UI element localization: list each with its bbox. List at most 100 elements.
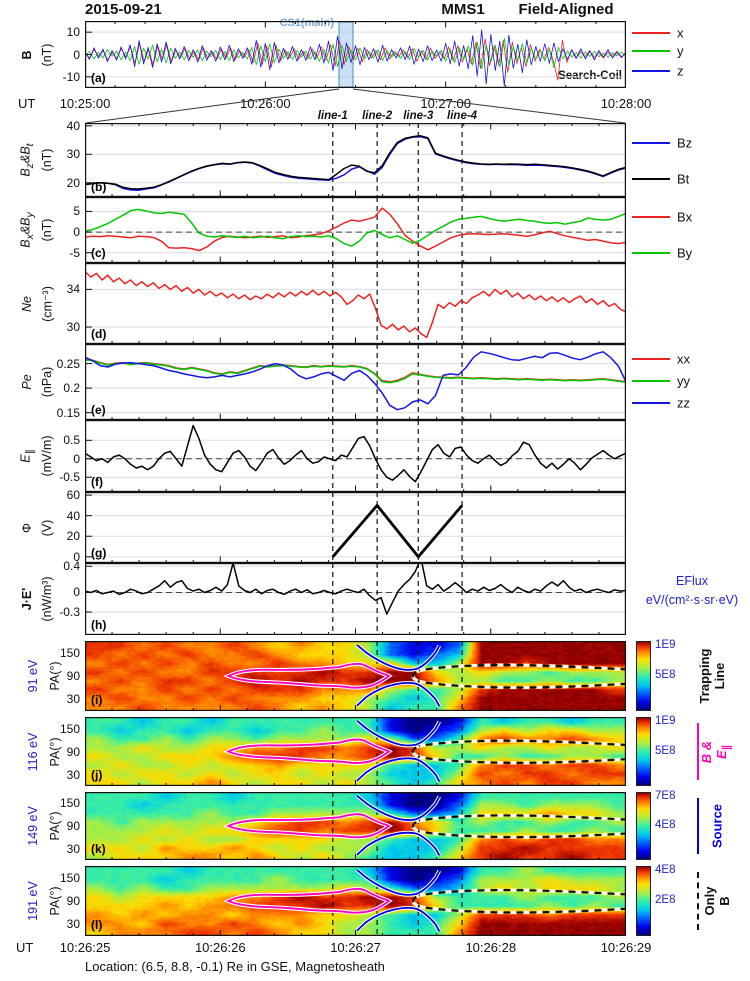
legend-label-a-z: z (677, 63, 684, 79)
panel-letter: (j) (91, 768, 102, 782)
panel-g: (g) (85, 492, 626, 563)
b-epar-contour (226, 887, 391, 914)
cs1-annotation: CS1(main) (279, 17, 334, 29)
series-Epar (85, 424, 626, 483)
b-epar-contour (226, 662, 391, 689)
energy-label-l: 191 eV (26, 881, 40, 921)
panel-border (85, 123, 626, 197)
trapping-line-highlight (418, 663, 626, 673)
panel-letter: (f) (91, 475, 103, 489)
plot-b: (b) (85, 123, 626, 197)
search-coil-annotation: Search-Coil (558, 70, 622, 82)
panel-border (85, 420, 626, 492)
legend-line-c-Bx (632, 216, 670, 218)
panel-letter: (b) (91, 180, 106, 194)
legend-label-e-zz: zz (677, 395, 690, 411)
trapping-line-highlight (418, 755, 626, 765)
trapping-line (418, 814, 626, 822)
legend-label-a-x: x (677, 25, 684, 41)
y-tick-label-f: -0.5 (59, 470, 80, 485)
panel-letter: (g) (91, 546, 106, 560)
side-annotation-j: B & E∥ (699, 740, 733, 763)
pa-axis-label-k: PA(°) (48, 811, 62, 841)
y-tick-label-j: 30 (66, 767, 80, 782)
y-tick-label-b: 20 (66, 175, 80, 190)
legend-line-c-By (632, 252, 670, 254)
series-By (85, 208, 626, 247)
event-line-label-3: line-3 (403, 110, 434, 122)
b-epar-contour (226, 813, 391, 839)
y-tick-label-d: 34 (66, 282, 80, 297)
y-tick-label-e: 0.15 (56, 405, 80, 420)
y-tick-label-g: 40 (66, 508, 80, 523)
event-line-label-2: line-2 (362, 110, 393, 122)
panel-letter: (a) (91, 71, 106, 85)
plot-g: (g) (85, 492, 626, 563)
bottom-axis-prefix: UT (16, 940, 34, 955)
y-tick-label-e: 0.2 (63, 381, 80, 396)
colorbar-tick-j: 5E8 (655, 744, 676, 757)
colorbar-i (636, 641, 651, 711)
legend-label-b-Bt: Bt (677, 171, 690, 187)
y-tick-label-b: 30 (66, 147, 80, 162)
series-xx (85, 358, 626, 383)
series-Bx (85, 207, 626, 252)
y-var-label-b: Bz&Bt (18, 143, 36, 177)
source-line (356, 644, 441, 671)
panel-b: (b) (85, 123, 626, 197)
side-annotation-l: Only B (702, 886, 732, 916)
y-tick-label-c: 5 (73, 204, 80, 219)
panel-letter: (e) (91, 403, 106, 417)
energy-label-k: 149 eV (26, 806, 40, 846)
source-line (356, 795, 441, 821)
y-unit-label-g: (V) (40, 519, 54, 536)
legend-line-b-Bt (632, 178, 670, 180)
y-unit-label-e: (nPa) (40, 366, 54, 398)
y-tick-label-j: 90 (66, 744, 80, 759)
panel-border (85, 717, 626, 786)
top-time-tick: 10:27:00 (420, 96, 471, 111)
series-z (85, 29, 626, 87)
colorbar-tick-i: 5E8 (655, 669, 676, 681)
panel-f: (f) (85, 420, 626, 492)
panel-letter: (l) (91, 918, 102, 932)
bottom-time-tick: 10:26:29 (600, 940, 652, 955)
y-tick-label-b: 40 (66, 118, 80, 133)
panel-e: (e) (85, 344, 626, 420)
panel-letter: (i) (91, 693, 102, 707)
spectrogram-overlay: (k) (85, 792, 626, 860)
y-tick-label-j: 150 (59, 721, 80, 736)
source-line (356, 907, 441, 932)
legend-line-b-Bz (632, 142, 670, 144)
y-unit-label-c: (nT) (40, 218, 54, 242)
trapping-line (418, 755, 626, 764)
source-line (356, 682, 441, 707)
trapping-line (418, 830, 626, 839)
spectrogram-overlay: (j) (85, 717, 626, 786)
trapping-line-highlight (418, 888, 626, 898)
y-unit-label-b: (nT) (40, 148, 54, 172)
y-tick-label-l: 150 (59, 870, 80, 885)
y-tick-label-a: -10 (62, 69, 80, 84)
plot-c: (c) (85, 197, 626, 263)
spectrogram-overlay: (i) (85, 641, 626, 711)
panel-border (85, 263, 626, 344)
legend-line-e-yy (632, 380, 670, 382)
y-tick-label-k: 30 (66, 841, 80, 856)
trapping-line-highlight (418, 813, 626, 823)
side-sample-j (697, 723, 699, 780)
source-line (356, 720, 441, 747)
y-tick-label-g: 20 (66, 529, 80, 544)
trapping-line-highlight (418, 904, 626, 915)
y-tick-label-c: 0 (73, 225, 80, 240)
y-tick-label-i: 90 (66, 669, 80, 683)
trapping-line-highlight (418, 829, 626, 839)
trapping-line (418, 889, 626, 897)
spectrogram-191ev (85, 866, 626, 936)
y-tick-label-h: 0 (73, 585, 80, 600)
y-tick-label-g: 0 (73, 549, 80, 564)
plot-e: (e) (85, 344, 626, 420)
y-tick-label-f: 0 (73, 451, 80, 466)
trapping-line (418, 664, 626, 672)
